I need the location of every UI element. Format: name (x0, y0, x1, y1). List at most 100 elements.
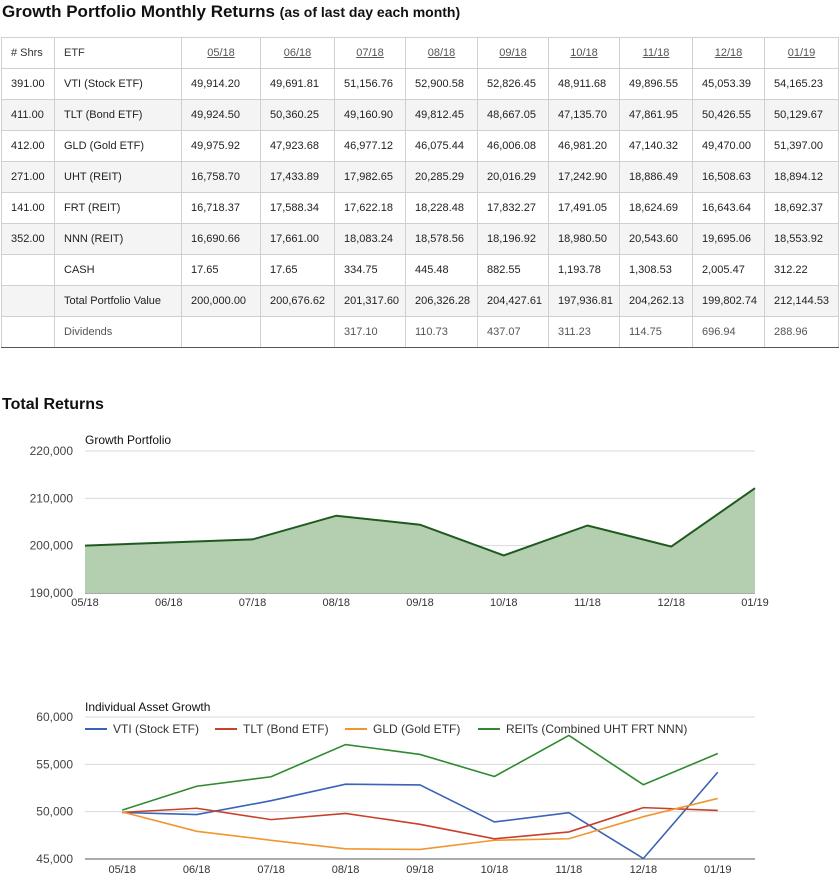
legend-label: VTI (Stock ETF) (113, 722, 199, 736)
cell-value: 1,193.78 (548, 254, 620, 286)
x-tick-label: 09/18 (406, 597, 434, 609)
table-header-row: # Shrs ETF 05/18 06/18 07/18 08/18 09/18 10/18 1… (1, 37, 839, 69)
cell-value: 18,196.92 (477, 223, 549, 255)
x-tick-label: 09/18 (406, 864, 434, 876)
y-tick-label: 210,000 (30, 491, 74, 505)
cell-etf: VTI (Stock ETF) (54, 68, 182, 100)
y-tick-label: 60,000 (36, 710, 73, 724)
cell-shares: 141.00 (1, 192, 55, 224)
cell-value: 49,914.20 (181, 68, 261, 100)
cell-shares (1, 254, 55, 286)
cell-value: 204,427.61 (477, 285, 549, 317)
chart-title-growth: Growth Portfolio (85, 433, 172, 447)
cell-value: 199,802.74 (692, 285, 765, 317)
cell-value: 311.23 (548, 316, 620, 348)
cell-value: 20,016.29 (477, 161, 549, 193)
cell-value: 17,832.27 (477, 192, 549, 224)
x-tick-label: 07/18 (257, 864, 285, 876)
cell-value: 18,083.24 (334, 223, 406, 255)
cell-value: 212,144.53 (764, 285, 839, 317)
col-header-shares: # Shrs (1, 37, 55, 69)
cell-value: 49,975.92 (181, 130, 261, 162)
returns-table: # Shrs ETF 05/18 06/18 07/18 08/18 09/18 10/18 1… (1, 37, 839, 348)
page-title-main: Growth Portfolio Monthly Returns (2, 2, 275, 21)
col-header-month[interactable]: 06/18 (260, 37, 335, 69)
cell-value: 20,543.60 (619, 223, 693, 255)
cell-value: 312.22 (764, 254, 839, 286)
col-header-month[interactable]: 05/18 (181, 37, 261, 69)
cell-value: 18,980.50 (548, 223, 620, 255)
series-line (122, 806, 718, 840)
legend-label: TLT (Bond ETF) (243, 722, 329, 736)
cell-value: 16,758.70 (181, 161, 261, 193)
chart-title-assets: Individual Asset Growth (85, 700, 211, 714)
cell-value: 18,578.56 (405, 223, 478, 255)
col-header-month[interactable]: 08/18 (405, 37, 478, 69)
y-tick-label: 220,000 (30, 444, 74, 458)
cell-value: 197,936.81 (548, 285, 620, 317)
cell-value: 204,262.13 (619, 285, 693, 317)
col-header-month[interactable]: 07/18 (334, 37, 406, 69)
cell-value: 18,553.92 (764, 223, 839, 255)
cell-value: 2,005.47 (692, 254, 765, 286)
cell-value: 18,894.12 (764, 161, 839, 193)
cell-etf: UHT (REIT) (54, 161, 182, 193)
cell-value: 49,896.55 (619, 68, 693, 100)
cell-value: 18,692.37 (764, 192, 839, 224)
col-header-month[interactable]: 12/18 (692, 37, 765, 69)
x-tick-label: 11/18 (556, 864, 583, 876)
series-line (122, 797, 718, 851)
x-tick-label: 07/18 (239, 597, 267, 609)
x-tick-label: 06/18 (183, 864, 211, 876)
cell-value: 47,135.70 (548, 99, 620, 131)
growth-portfolio-chart: 190,000 200,000 210,000 220,000 05/18 06/18 07… (30, 444, 769, 609)
cell-value: 17.65 (260, 254, 335, 286)
y-tick-label: 55,000 (36, 757, 73, 771)
cell-shares: 352.00 (1, 223, 55, 255)
table-row: 141.00 FRT (REIT) 16,718.37 17,588.34 17,622… (1, 192, 839, 224)
y-tick-label: 190,000 (30, 586, 74, 600)
cell-etf: NNN (REIT) (54, 223, 182, 255)
cell-value: 54,165.23 (764, 68, 839, 100)
y-tick-label: 50,000 (36, 805, 73, 819)
x-tick-label: 12/18 (630, 864, 658, 876)
cell-value: 52,900.58 (405, 68, 478, 100)
cell-value: 48,911.68 (548, 68, 620, 100)
x-tick-label: 01/19 (741, 597, 769, 609)
col-header-month[interactable]: 09/18 (477, 37, 549, 69)
cell-value: 288.96 (764, 316, 839, 348)
col-header-month[interactable]: 11/18 (619, 37, 693, 69)
cell-value: 48,667.05 (477, 99, 549, 131)
cell-value: 51,397.00 (764, 130, 839, 162)
cell-value: 200,000.00 (181, 285, 261, 317)
series-line (122, 771, 719, 860)
cell-value: 445.48 (405, 254, 478, 286)
table-row: 412.00 GLD (Gold ETF) 49,975.92 47,923.68 46… (1, 130, 839, 162)
cell-value: 17,982.65 (334, 161, 406, 193)
table-row: CASH 17.65 17.65 334.75 445.48 882.55 1,193.78… (1, 254, 839, 286)
cell-value (260, 316, 335, 348)
col-header-etf: ETF (54, 37, 182, 69)
cell-value: 49,812.45 (405, 99, 478, 131)
page-subtitle: (as of last day each month) (279, 4, 461, 20)
series-line (121, 734, 719, 811)
col-header-month[interactable]: 10/18 (548, 37, 620, 69)
legend-label: REITs (Combined UHT FRT NNN) (506, 722, 687, 736)
cell-value: 1,308.53 (619, 254, 693, 286)
cell-value: 51,156.76 (334, 68, 406, 100)
cell-value: 45,053.39 (692, 68, 765, 100)
col-header-month[interactable]: 01/19 (764, 37, 839, 69)
cell-etf: FRT (REIT) (54, 192, 182, 224)
x-tick-label: 10/18 (490, 597, 518, 609)
cell-value: 47,140.32 (619, 130, 693, 162)
cell-value: 206,326.28 (405, 285, 478, 317)
cell-value: 20,285.29 (405, 161, 478, 193)
cell-shares: 391.00 (1, 68, 55, 100)
cell-value: 882.55 (477, 254, 549, 286)
cell-value: 16,643.64 (692, 192, 765, 224)
table-row: 352.00 NNN (REIT) 16,690.66 17,661.00 18,083… (1, 223, 839, 255)
cell-value: 18,624.69 (619, 192, 693, 224)
x-tick-label: 05/18 (71, 597, 99, 609)
cell-value: 49,691.81 (260, 68, 335, 100)
section-title: Total Returns (2, 396, 104, 413)
